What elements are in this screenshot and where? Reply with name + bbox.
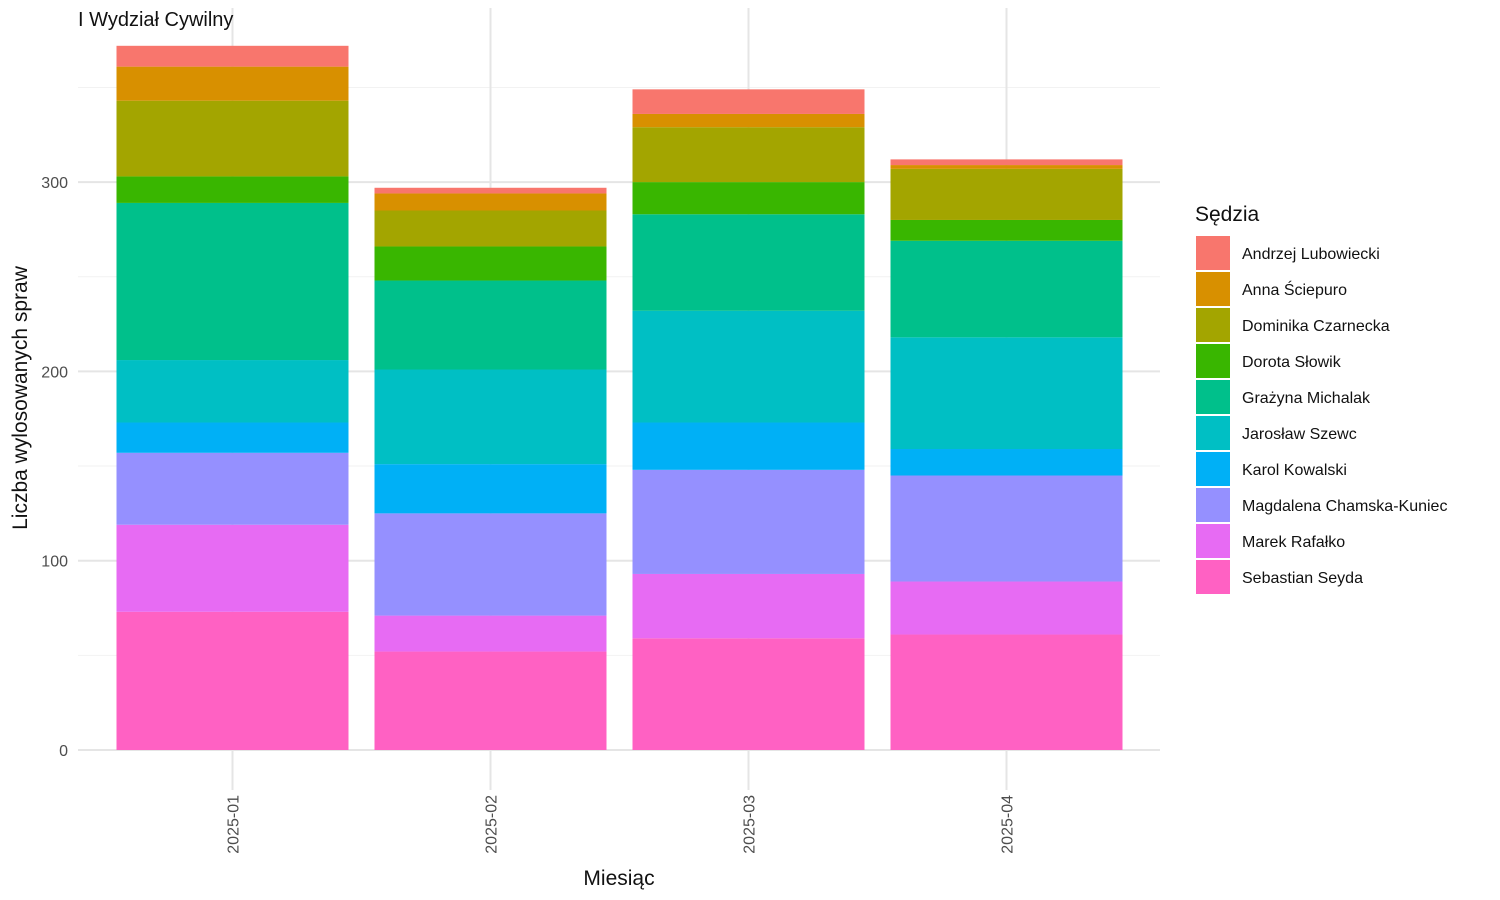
bar-segment [374,193,607,211]
bar-segment [374,615,607,652]
bar-segment [116,524,349,612]
y-tick-label: 200 [41,364,68,381]
bar-segment [632,638,865,750]
legend: Andrzej Lubowiecki Anna Ściepuro Dominika … [1196,236,1447,594]
bar-segment [890,219,1123,241]
legend-label: Marek Rafałko [1242,534,1345,551]
bar-segment [116,100,349,177]
bar-segment [890,337,1123,450]
legend-key [1196,560,1230,594]
bar-segment [374,464,607,514]
x-tick-label: 2025-04 [1000,795,1017,854]
x-tick-label: 2025-03 [742,795,759,854]
y-tick-label: 300 [41,175,68,192]
bar-segment [374,280,607,370]
legend-key [1196,344,1230,378]
legend-label: Anna Ściepuro [1242,280,1347,299]
x-tick-label: 2025-02 [484,795,501,854]
bar-segment [374,210,607,247]
y-tick-label: 100 [41,554,68,571]
bar-segment [632,310,865,423]
legend-label: Jarosław Szewc [1242,426,1357,443]
bar-segment [632,573,865,639]
bar-segment [116,176,349,203]
bar-segment [632,89,865,114]
legend-key [1196,308,1230,342]
legend-key [1196,380,1230,414]
bar-segment [632,214,865,311]
bar-segment [890,240,1123,338]
x-tick-label: 2025-01 [226,795,243,854]
bar-segment [374,187,607,194]
legend-label: Sebastian Seyda [1242,570,1363,587]
bar-segment [632,127,865,183]
axes: 0 100 200 300 2025-01 2025-02 2025-03 2025-04 [41,175,1016,854]
bar-segment [374,246,607,281]
bar-segment [116,611,349,750]
x-axis-title: Miesiąc [583,867,654,890]
legend-label: Grażyna Michalak [1242,390,1371,407]
bar-segment [374,513,607,616]
bar-segment [374,651,607,750]
chart-title: I Wydział Cywilny [78,9,233,31]
legend-key [1196,416,1230,450]
bar-segment [890,168,1123,220]
y-tick-label: 0 [59,743,68,760]
legend-label: Karol Kowalski [1242,462,1347,479]
bar-segment [632,422,865,470]
legend-key [1196,488,1230,522]
legend-key [1196,236,1230,270]
bar-segment [632,469,865,574]
bars [116,45,1123,750]
bar-segment [116,452,349,525]
legend-label: Dorota Słowik [1242,354,1342,371]
legend-key [1196,452,1230,486]
bar-segment [632,113,865,128]
legend-key [1196,272,1230,306]
legend-label: Magdalena Chamska-Kuniec [1242,498,1447,515]
bar-segment [374,369,607,465]
bar-segment [890,634,1123,750]
bar-segment [890,581,1123,635]
bar-segment [116,202,349,361]
bar-segment [890,449,1123,476]
bar-segment [116,45,349,67]
bar-segment [632,182,865,215]
legend-key [1196,524,1230,558]
bar-segment [890,159,1123,166]
legend-label: Andrzej Lubowiecki [1242,246,1380,263]
bar-segment [116,422,349,453]
y-axis-title: Liczba wylosowanych spraw [9,265,32,530]
bar-segment [890,475,1123,582]
bar-segment [116,66,349,101]
bar-segment [890,165,1123,169]
legend-title: Sędzia [1195,203,1260,226]
legend-label: Dominika Czarnecka [1242,318,1390,335]
bar-segment [116,360,349,423]
